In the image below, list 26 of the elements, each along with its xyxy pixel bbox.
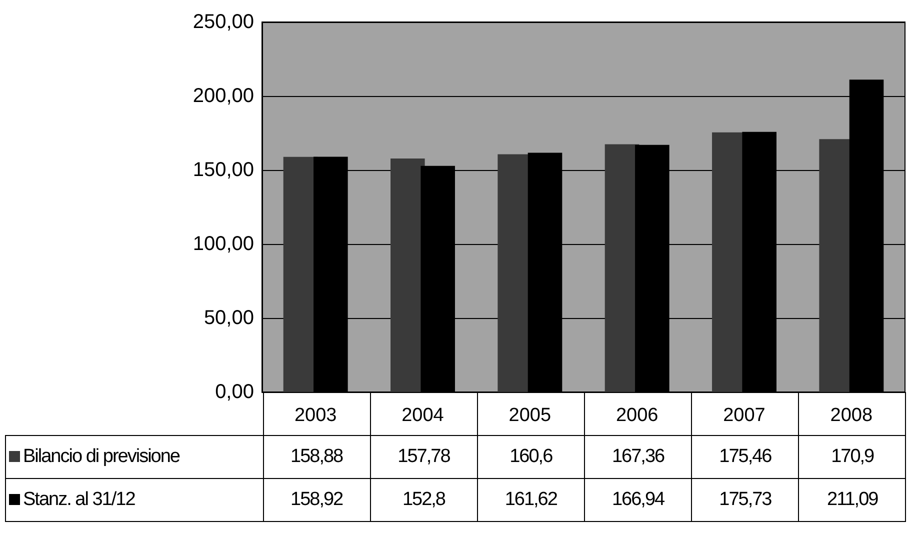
legend-label: Bilancio di previsione: [23, 446, 180, 467]
y-tick-label: 50,00: [204, 307, 254, 329]
data-label: 157,78: [370, 436, 478, 478]
x-tick-label: 2007: [723, 405, 766, 426]
y-tick-label: 0,00: [215, 381, 254, 403]
y-tick-label: 100,00: [192, 233, 254, 255]
data-label: 175,46: [692, 436, 799, 478]
x-tick-label: 2004: [402, 405, 444, 426]
data-label: 170,9: [798, 436, 906, 478]
x-tick-label: 2003: [294, 405, 337, 426]
data-label: 166,94: [584, 478, 692, 522]
x-tick-label: 2005: [508, 405, 552, 426]
data-label: 158,92: [263, 478, 370, 522]
data-label: 161,62: [477, 478, 584, 522]
data-label: 160,6: [477, 436, 584, 478]
data-label: 211,09: [798, 478, 906, 522]
y-tick-label: 150,00: [192, 159, 254, 181]
data-label: 175,73: [692, 478, 799, 522]
x-tick-label: 2008: [830, 405, 873, 426]
y-tick-label: 250,00: [192, 11, 254, 33]
data-label: 158,88: [263, 436, 370, 478]
legend-label: Stanz. al 31/12: [23, 489, 135, 510]
y-tick-label: 200,00: [192, 85, 254, 107]
data-label: 167,36: [584, 436, 692, 478]
data-label: 152,8: [370, 478, 478, 522]
x-tick-label: 2006: [616, 405, 658, 426]
